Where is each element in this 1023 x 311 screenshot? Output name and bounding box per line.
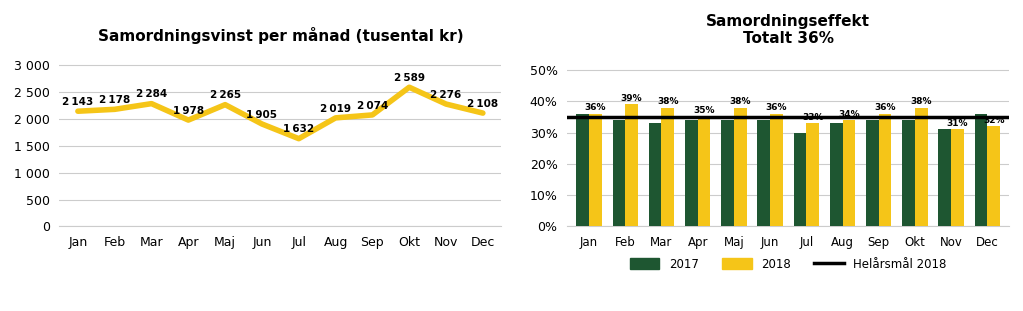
Title: Samordningseffekt
Totalt 36%: Samordningseffekt Totalt 36% [706,14,871,46]
Bar [794,132,806,226]
Text: 31%: 31% [946,119,968,128]
Bar [589,114,602,226]
Bar [698,117,710,226]
Bar [830,123,843,226]
Text: 2 108: 2 108 [468,99,498,109]
Text: 34%: 34% [838,109,859,118]
Text: 1 632: 1 632 [283,124,314,134]
Bar [662,108,674,226]
Bar [721,120,733,226]
Bar [770,114,783,226]
Text: 38%: 38% [910,97,932,106]
Text: 2 265: 2 265 [210,91,240,100]
Text: 1 978: 1 978 [173,106,204,116]
Text: 39%: 39% [621,94,642,103]
Bar [757,120,770,226]
Bar [879,114,891,226]
Text: 32%: 32% [983,116,1005,125]
Text: 2 284: 2 284 [136,89,167,99]
Text: 38%: 38% [729,97,751,106]
Bar [649,123,662,226]
Text: 2 178: 2 178 [99,95,130,105]
Text: 2 276: 2 276 [431,90,461,100]
Text: 36%: 36% [584,103,607,112]
Text: 1 905: 1 905 [247,110,277,120]
Text: 36%: 36% [765,103,787,112]
Text: 2 143: 2 143 [62,97,93,107]
Text: 35%: 35% [694,106,715,115]
Bar [915,108,928,226]
Legend: 2017, 2018, Helårsmål 2018: 2017, 2018, Helårsmål 2018 [625,253,951,276]
Bar [625,104,638,226]
Bar [576,114,589,226]
Text: 2 019: 2 019 [320,104,351,114]
Bar [866,120,879,226]
Text: 2 074: 2 074 [357,101,388,111]
Bar [685,120,698,226]
Text: 33%: 33% [802,113,824,122]
Bar [733,108,747,226]
Title: Samordningsvinst per månad (tusental kr): Samordningsvinst per månad (tusental kr) [97,26,463,44]
Bar [902,120,915,226]
Bar [806,123,819,226]
Text: 38%: 38% [657,97,678,106]
Bar [938,129,951,226]
Bar [613,120,625,226]
Bar [975,114,987,226]
Bar [951,129,964,226]
Bar [843,120,855,226]
Bar [987,126,1000,226]
Text: 36%: 36% [875,103,896,112]
Text: 2 589: 2 589 [394,73,425,83]
